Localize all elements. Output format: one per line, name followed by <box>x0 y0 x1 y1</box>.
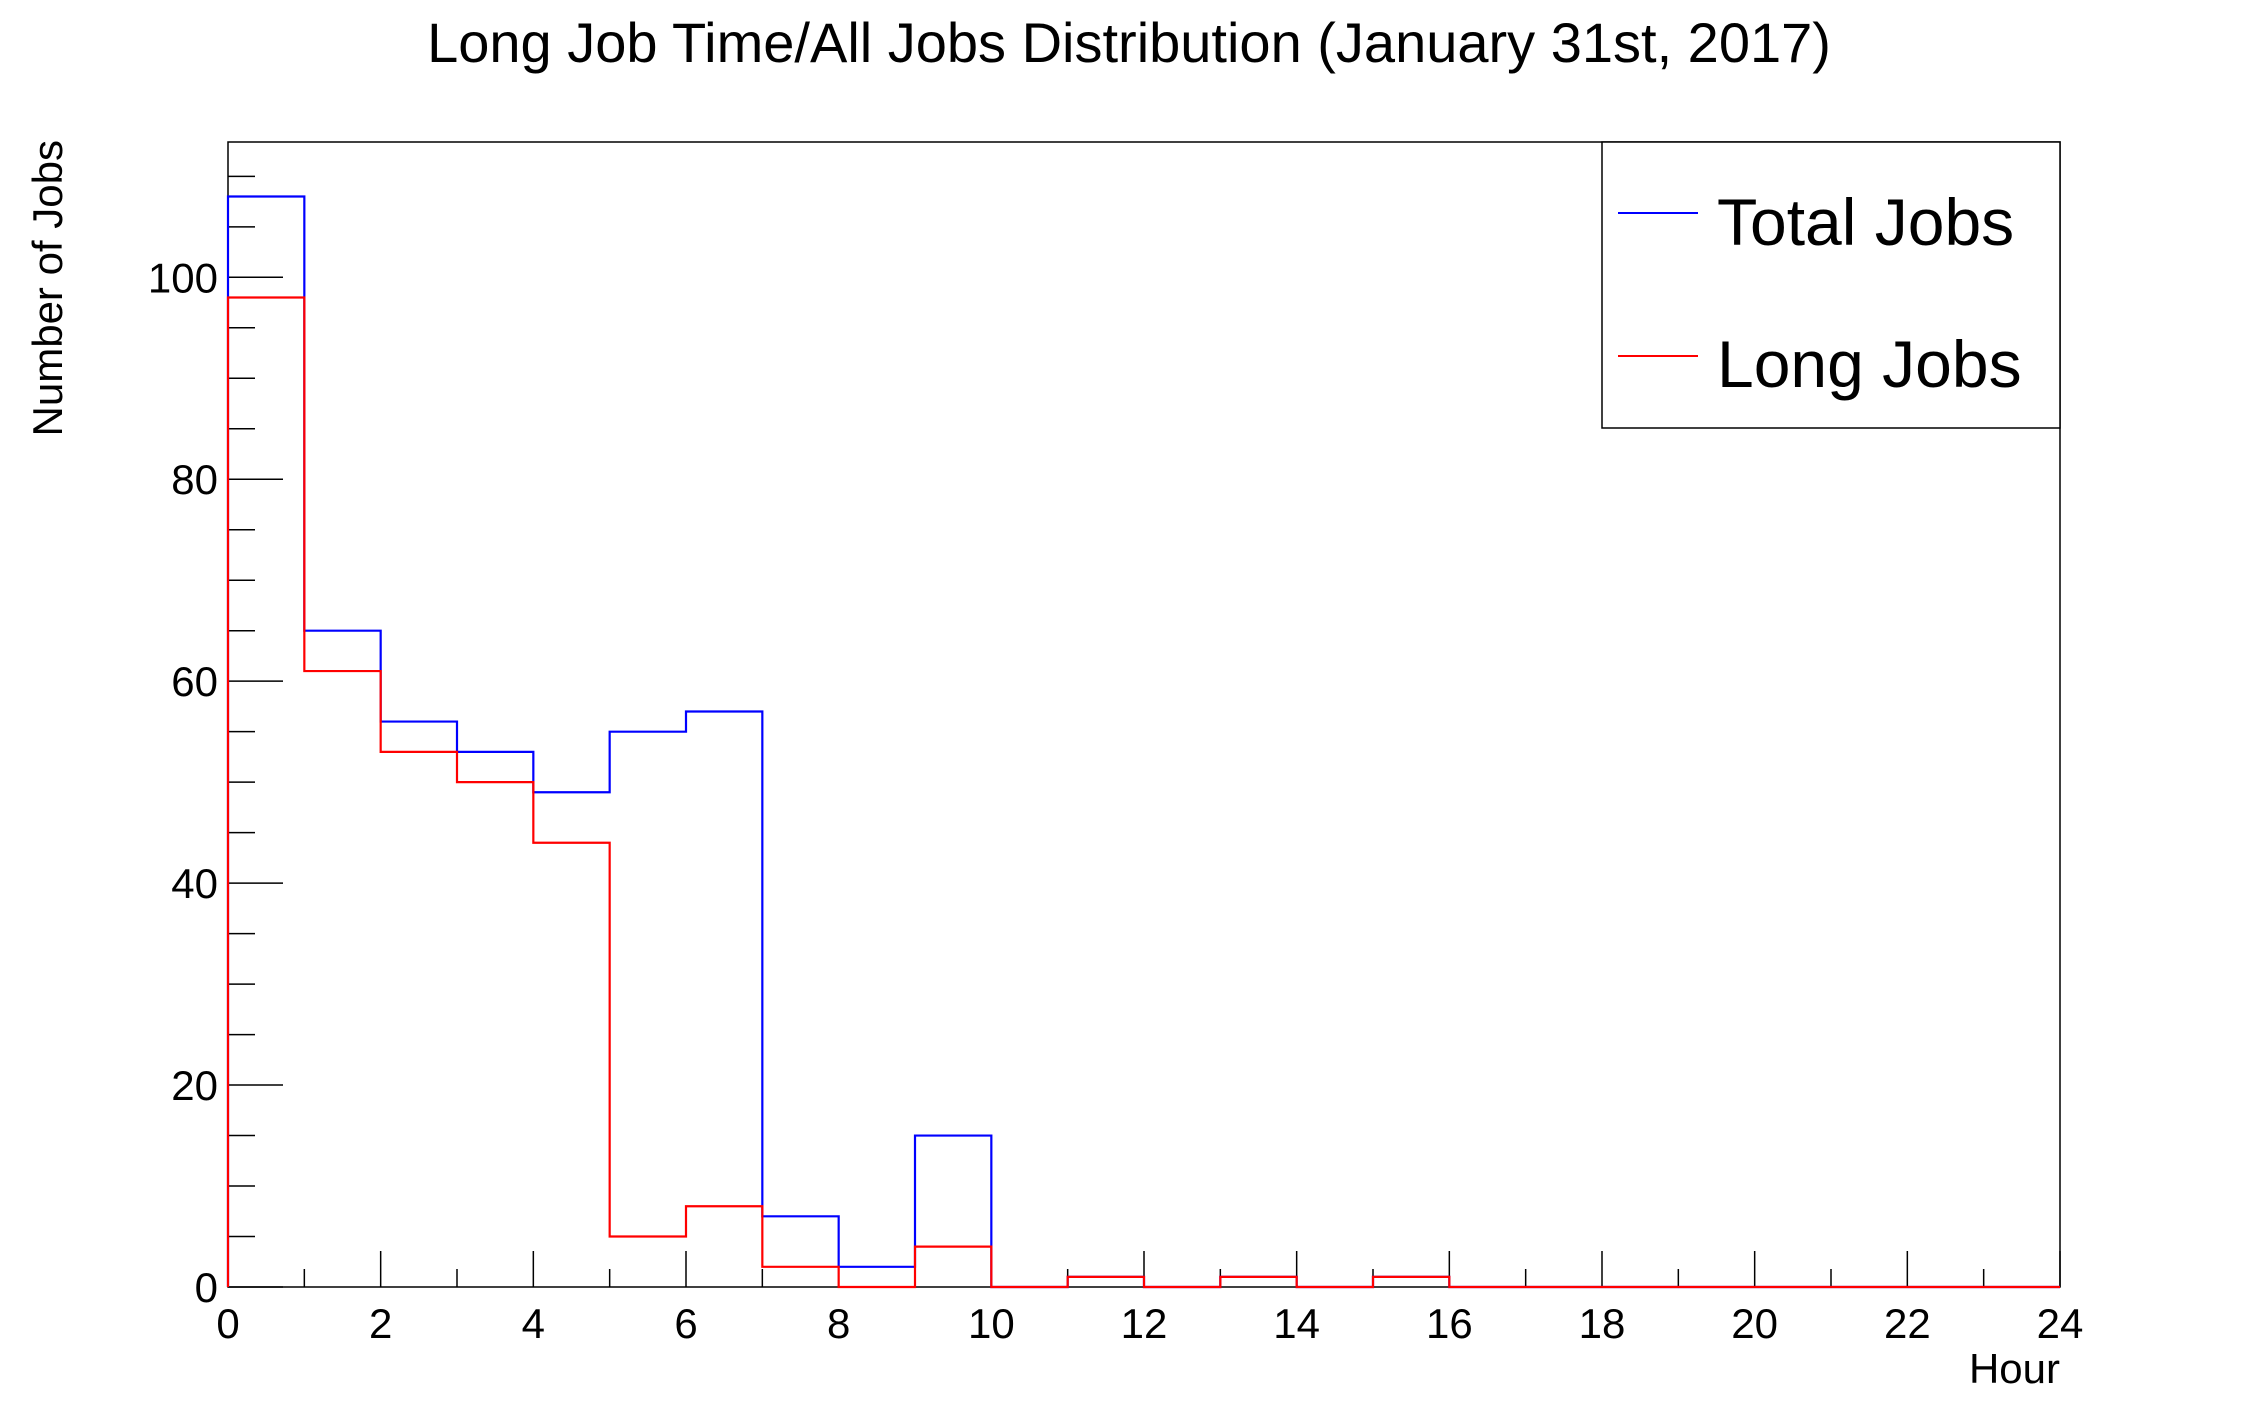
x-tick-label: 22 <box>1884 1300 1931 1347</box>
x-tick-label: 0 <box>216 1300 239 1347</box>
x-tick-label: 8 <box>827 1300 850 1347</box>
y-axis-label: Number of Jobs <box>24 140 71 436</box>
data-series <box>226 195 2060 1289</box>
y-tick-label: 80 <box>171 456 218 503</box>
x-tick-label: 14 <box>1273 1300 1320 1347</box>
x-axis: 0 2 4 6 8 10 12 14 16 18 20 22 24 <box>216 1251 2083 1347</box>
x-tick-label: 4 <box>522 1300 545 1347</box>
x-tick-label: 18 <box>1579 1300 1626 1347</box>
x-tick-label: 24 <box>2037 1300 2084 1347</box>
y-tick-label: 0 <box>195 1264 218 1311</box>
series-line-long-jobs <box>226 296 2060 1289</box>
legend-label-total-jobs: Total Jobs <box>1717 185 2014 259</box>
x-tick-label: 10 <box>968 1300 1015 1347</box>
x-tick-label: 2 <box>369 1300 392 1347</box>
y-axis: 0 20 40 60 80 100 <box>148 175 283 1311</box>
x-tick-label: 12 <box>1121 1300 1168 1347</box>
legend-entry-total-jobs: Total Jobs <box>1618 185 2014 259</box>
x-tick-label: 6 <box>674 1300 697 1347</box>
legend-box <box>1601 141 2061 429</box>
legend: Total Jobs Long Jobs <box>1601 141 2061 429</box>
y-tick-label: 60 <box>171 658 218 705</box>
x-axis-label: Hour <box>1969 1345 2060 1392</box>
x-tick-label: 16 <box>1426 1300 1473 1347</box>
chart-title: Long Job Time/All Jobs Distribution (Jan… <box>427 11 1831 74</box>
y-tick-label: 40 <box>171 860 218 907</box>
legend-label-long-jobs: Long Jobs <box>1717 327 2022 401</box>
y-tick-label: 20 <box>171 1062 218 1109</box>
x-tick-label: 20 <box>1731 1300 1778 1347</box>
legend-entry-long-jobs: Long Jobs <box>1618 327 2022 401</box>
y-tick-label: 100 <box>148 254 218 301</box>
